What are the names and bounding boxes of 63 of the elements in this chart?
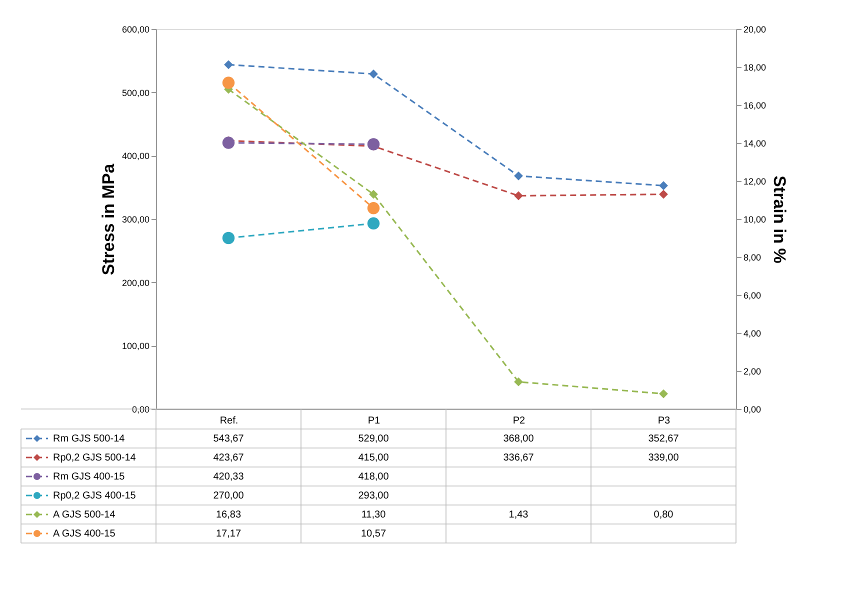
y2-tick-label: 20,00 [744,24,766,34]
legend-label: A GJS 500-14 [53,510,116,520]
data-label: 352,67 [648,434,680,444]
y-tick-label: 200,00 [122,278,150,288]
legend-label: Rm GJS 500-14 [53,434,126,444]
data-label: 1,43 [508,510,529,520]
y-tick-label: 0,00 [132,404,150,414]
data-label: 270,00 [213,490,244,502]
point [224,60,233,70]
point [659,190,668,199]
data-label: 368,00 [503,434,534,444]
data-label: 423,67 [213,452,244,464]
data-label: 0,80 [654,510,674,520]
y-tick-label: 500,00 [122,88,150,98]
data-label: 10,57 [360,528,386,540]
point [367,217,380,230]
legend-label: Rm GJS 400-15 [53,472,126,482]
data-label: 339,00 [648,452,680,464]
data-label: 529,00 [358,434,390,444]
x-tick-label: P1 [368,416,381,426]
point [367,138,380,150]
y-axis-title: Stress in MPa [98,163,118,276]
y2-tick-label: 0,00 [744,404,762,414]
y-tick-label: 100,00 [122,341,150,352]
y2-tick-label: 10,00 [744,214,766,224]
data-label: 543,67 [213,434,244,444]
point [514,377,523,386]
point [222,76,235,89]
legend-label: A GJS 400-15 [53,528,116,540]
y2-tick-label: 16,00 [744,100,766,110]
point [514,171,523,180]
y2-tick-label: 14,00 [744,138,766,148]
y2-tick-label: 6,00 [744,290,762,300]
x-tick-label: Ref. [220,416,238,426]
data-label: 336,67 [503,452,534,464]
data-label: 418,00 [358,472,390,482]
data-label: 17,17 [216,528,242,540]
y-tick-label: 300,00 [122,214,150,224]
data-label: 16,83 [216,510,242,520]
point [367,202,380,214]
y2-tick-label: 4,00 [744,328,762,338]
point [369,69,378,78]
data-label: 11,30 [361,510,386,520]
legend-label: Rp0,2 GJS 500-14 [53,452,136,464]
y2-tick-label: 18,00 [744,62,766,72]
y-tick-label: 600,00 [122,24,150,34]
point [659,389,668,398]
point [514,191,523,200]
data-label: 420,33 [213,472,244,482]
y2-tick-label: 12,00 [744,176,766,186]
y2-tick-label: 2,00 [744,366,762,376]
y2-axis-title: Strain in % [770,176,790,264]
legend-label: Rp0,2 GJS 400-15 [53,490,136,502]
point [222,136,235,149]
data-label: 293,00 [358,490,390,502]
y2-tick-label: 8,00 [744,252,762,262]
x-tick-label: P2 [512,416,526,426]
y-tick-label: 400,00 [122,151,150,162]
data-label: 415,00 [358,452,390,464]
point [222,232,235,244]
point [369,190,378,199]
x-tick-label: P3 [658,416,671,426]
point [659,181,668,190]
